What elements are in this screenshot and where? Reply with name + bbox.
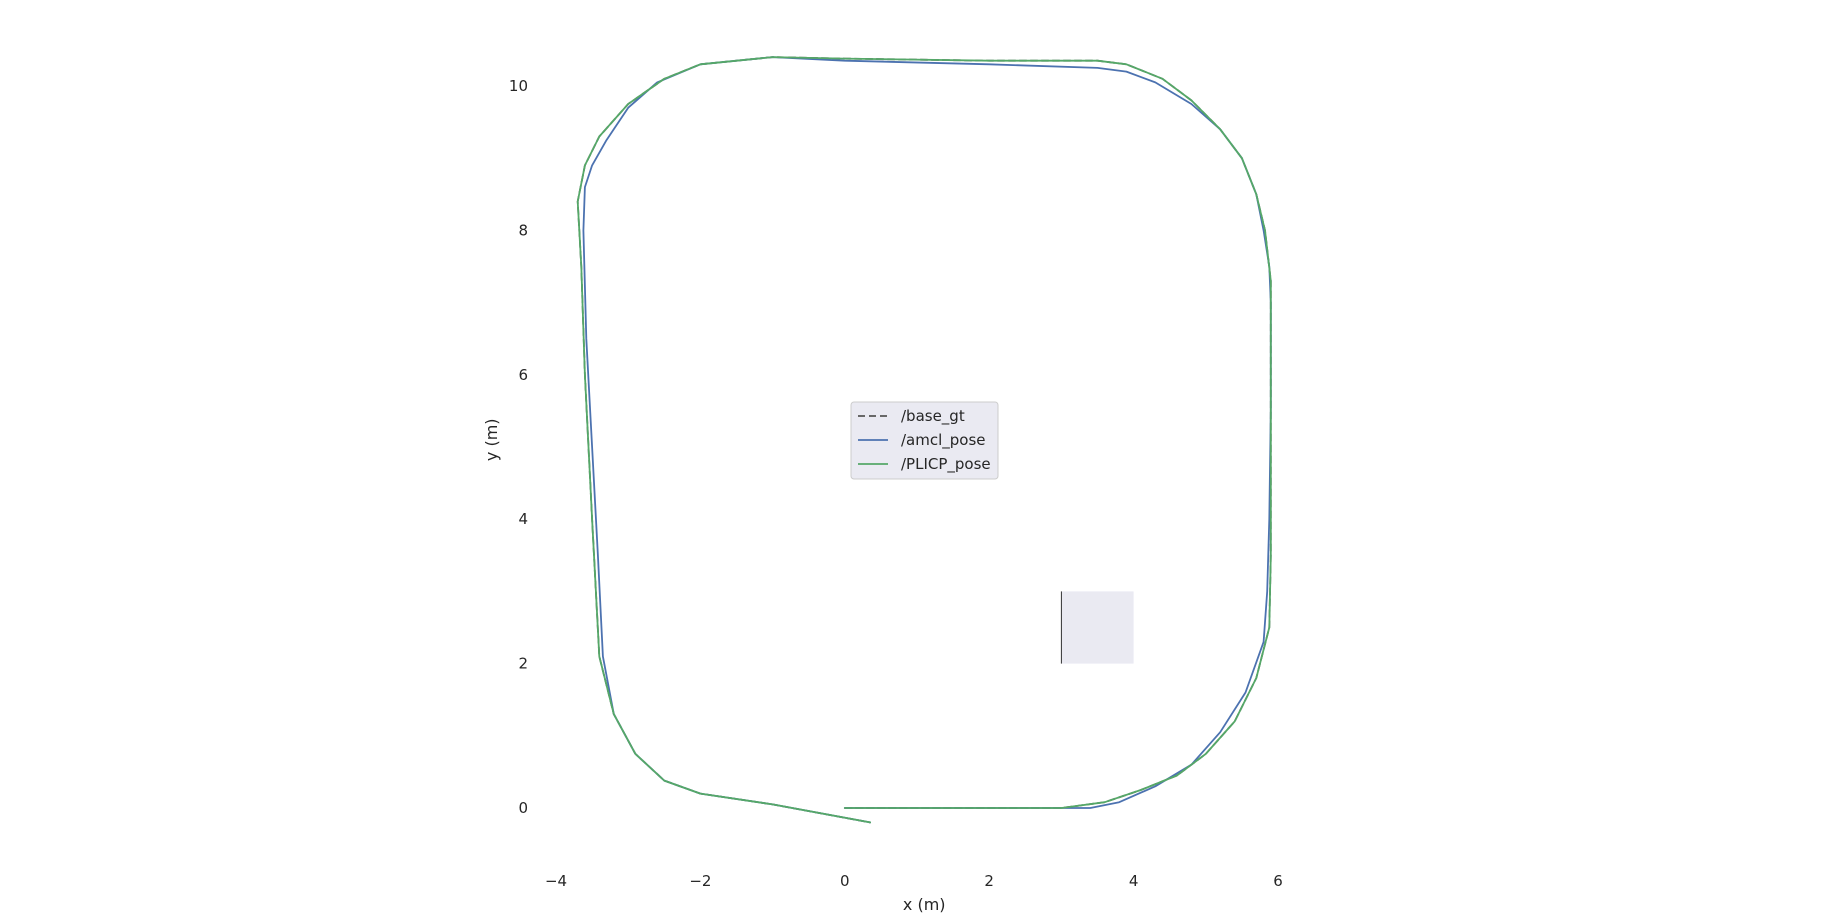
y-tick-label: 10 <box>509 77 528 95</box>
inset-rectangle <box>1061 591 1134 664</box>
legend: /base_gt /amcl_pose /PLICP_pose <box>850 401 999 480</box>
legend-entry-amcl-pose: /amcl_pose <box>901 431 986 450</box>
y-axis-ticks: 0 2 4 6 8 10 <box>509 77 528 817</box>
y-tick-label: 4 <box>518 510 528 528</box>
x-tick-label: −4 <box>545 872 567 890</box>
y-tick-label: 0 <box>518 799 528 817</box>
y-tick-label: 8 <box>518 221 528 239</box>
legend-entry-base-gt: /base_gt <box>901 407 965 426</box>
x-tick-label: 0 <box>840 872 850 890</box>
legend-entry-plicp-pose: /PLICP_pose <box>901 455 991 474</box>
x-tick-label: 2 <box>984 872 994 890</box>
series-line-amcl-pose <box>582 56 1272 824</box>
series-layer <box>576 56 1272 824</box>
y-axis-label: y (m) <box>482 418 501 461</box>
x-axis-label: x (m) <box>903 895 946 914</box>
x-axis-ticks: −4 −2 0 2 4 6 <box>545 872 1283 890</box>
inset-rectangle-layer <box>1060 591 1134 664</box>
legend-box <box>850 401 999 480</box>
x-tick-label: −2 <box>689 872 711 890</box>
series-line-plicp-pose <box>576 56 1272 824</box>
y-tick-label: 6 <box>518 366 528 384</box>
x-tick-label: 6 <box>1273 872 1283 890</box>
y-tick-label: 2 <box>518 655 528 673</box>
x-tick-label: 4 <box>1129 872 1139 890</box>
